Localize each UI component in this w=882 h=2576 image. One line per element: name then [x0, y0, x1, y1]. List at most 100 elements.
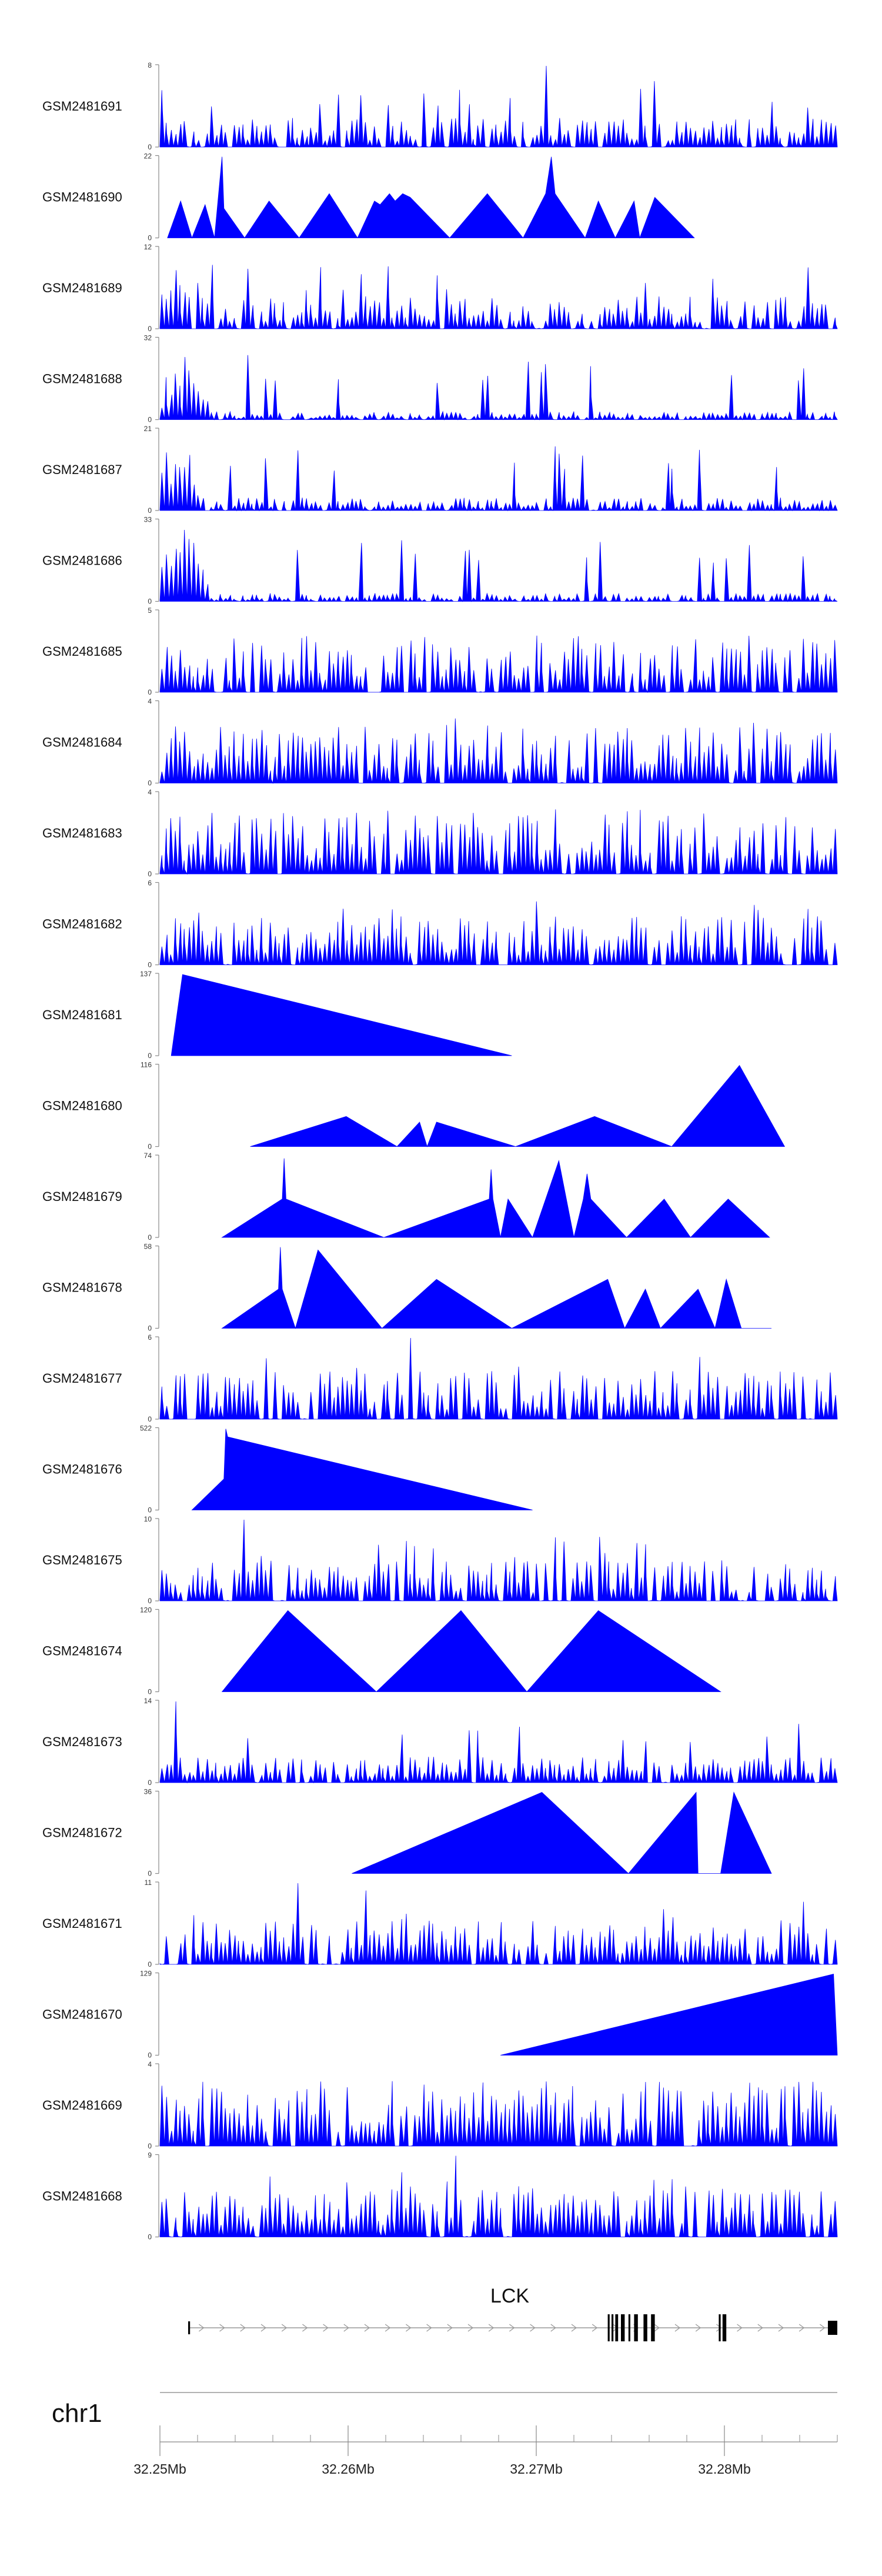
strand-arrow: [426, 2324, 432, 2332]
y-min-label: 0: [148, 1415, 152, 1423]
coverage-area: [159, 65, 838, 148]
track-label: GSM2481690: [42, 190, 122, 205]
strand-arrow: [674, 2324, 681, 2332]
strand-arrow: [592, 2324, 598, 2332]
track-GSM2481682: GSM2481682 6 0: [42, 879, 838, 969]
track-GSM2481677: GSM2481677 6 0: [42, 1333, 838, 1423]
y-min-label: 0: [148, 779, 152, 788]
y-min-label: 0: [148, 1324, 152, 1333]
exon: [615, 2314, 619, 2341]
exon: [643, 2314, 647, 2341]
y-max-label: 11: [145, 1878, 152, 1887]
y-min-label: 0: [148, 506, 152, 515]
y-max-label: 129: [140, 1970, 152, 1978]
coverage-area: [221, 1158, 770, 1238]
y-min-label: 0: [148, 1052, 152, 1060]
strand-arrow: [281, 2324, 288, 2332]
y-max-label: 8: [148, 61, 152, 69]
coverage-area: [159, 809, 838, 875]
track-label: GSM2481672: [42, 1826, 122, 1840]
track-GSM2481687: GSM2481687 21 0: [42, 425, 838, 515]
y-max-label: 74: [144, 1152, 152, 1160]
track-GSM2481684: GSM2481684 4 0: [42, 698, 838, 788]
strand-arrow: [343, 2324, 349, 2332]
coverage-area: [159, 529, 838, 603]
strand-arrow: [716, 2324, 722, 2332]
gene-label: LCK: [490, 2285, 529, 2307]
coverage-area: [159, 2081, 838, 2147]
y-min-label: 0: [148, 416, 152, 424]
coverage-area: [159, 1337, 838, 1420]
y-max-label: 116: [141, 1061, 152, 1069]
exon: [828, 2321, 837, 2335]
coverage-area: [191, 1429, 533, 1510]
strand-arrow: [219, 2324, 225, 2332]
strand-arrow: [467, 2324, 474, 2332]
strand-arrow: [737, 2324, 743, 2332]
exon: [621, 2314, 625, 2341]
y-max-label: 120: [140, 1606, 152, 1614]
coverage-area: [159, 446, 838, 512]
y-max-label: 36: [144, 1788, 152, 1796]
track-GSM2481680: GSM2481680 116 0: [42, 1061, 786, 1151]
y-min-label: 0: [148, 2051, 152, 2060]
track-label: GSM2481684: [42, 735, 122, 750]
strand-arrow: [406, 2324, 412, 2332]
y-max-label: 6: [148, 879, 152, 887]
track-label: GSM2481680: [42, 1099, 122, 1113]
strand-arrow: [695, 2324, 701, 2332]
strand-arrow: [385, 2324, 391, 2332]
track-GSM2481691: GSM2481691 8 0: [42, 61, 838, 151]
exon: [634, 2314, 638, 2341]
strand-arrow: [571, 2324, 577, 2332]
y-max-label: 522: [140, 1424, 152, 1433]
y-min-label: 0: [148, 870, 152, 878]
track-label: GSM2481677: [42, 1371, 122, 1386]
y-min-label: 0: [148, 234, 152, 242]
coverage-area: [167, 156, 695, 239]
coverage-area: [221, 1247, 771, 1329]
y-max-label: 4: [148, 788, 152, 796]
x-tick-label: 32.28Mb: [698, 2461, 751, 2477]
strand-arrow: [488, 2324, 495, 2332]
strand-arrow: [757, 2324, 763, 2332]
y-max-label: 22: [144, 152, 152, 161]
exon: [188, 2321, 191, 2334]
track-GSM2481676: GSM2481676 522 0: [42, 1424, 533, 1514]
x-tick-label: 32.25Mb: [133, 2461, 186, 2477]
coverage-area: [159, 265, 838, 330]
y-max-label: 4: [148, 2060, 152, 2068]
track-label: GSM2481686: [42, 553, 122, 568]
x-tick-label: 32.26Mb: [322, 2461, 375, 2477]
y-min-label: 0: [148, 961, 152, 969]
chromosome-label: chr1: [52, 2399, 102, 2428]
track-GSM2481679: GSM2481679 74 0: [42, 1152, 770, 1242]
y-min-label: 0: [148, 1143, 152, 1151]
y-min-label: 0: [148, 1778, 152, 1787]
track-label: GSM2481673: [42, 1734, 122, 1749]
strand-arrow: [447, 2324, 453, 2332]
track-GSM2481681: GSM2481681 137 0: [42, 970, 512, 1060]
y-max-label: 58: [144, 1243, 152, 1251]
y-min-label: 0: [148, 143, 152, 151]
strand-arrow: [240, 2324, 246, 2332]
track-GSM2481685: GSM2481685 5 0: [42, 606, 838, 696]
track-GSM2481672: GSM2481672 36 0: [42, 1788, 772, 1878]
coverage-area: [250, 1065, 786, 1147]
strand-arrow: [820, 2324, 826, 2332]
track-label: GSM2481689: [42, 281, 122, 295]
track-label: GSM2481668: [42, 2189, 122, 2204]
track-GSM2481678: GSM2481678 58 0: [42, 1243, 771, 1333]
strand-arrow: [364, 2324, 370, 2332]
exon: [719, 2314, 721, 2341]
y-max-label: 12: [144, 243, 152, 251]
track-GSM2481689: GSM2481689 12 0: [42, 243, 838, 333]
track-label: GSM2481678: [42, 1280, 122, 1295]
track-GSM2481670: GSM2481670 129 0: [42, 1970, 838, 2060]
coverage-area: [159, 635, 838, 693]
coverage-area: [500, 1973, 838, 2056]
exon: [607, 2314, 610, 2341]
track-label: GSM2481669: [42, 2098, 122, 2113]
track-label: GSM2481682: [42, 917, 122, 932]
